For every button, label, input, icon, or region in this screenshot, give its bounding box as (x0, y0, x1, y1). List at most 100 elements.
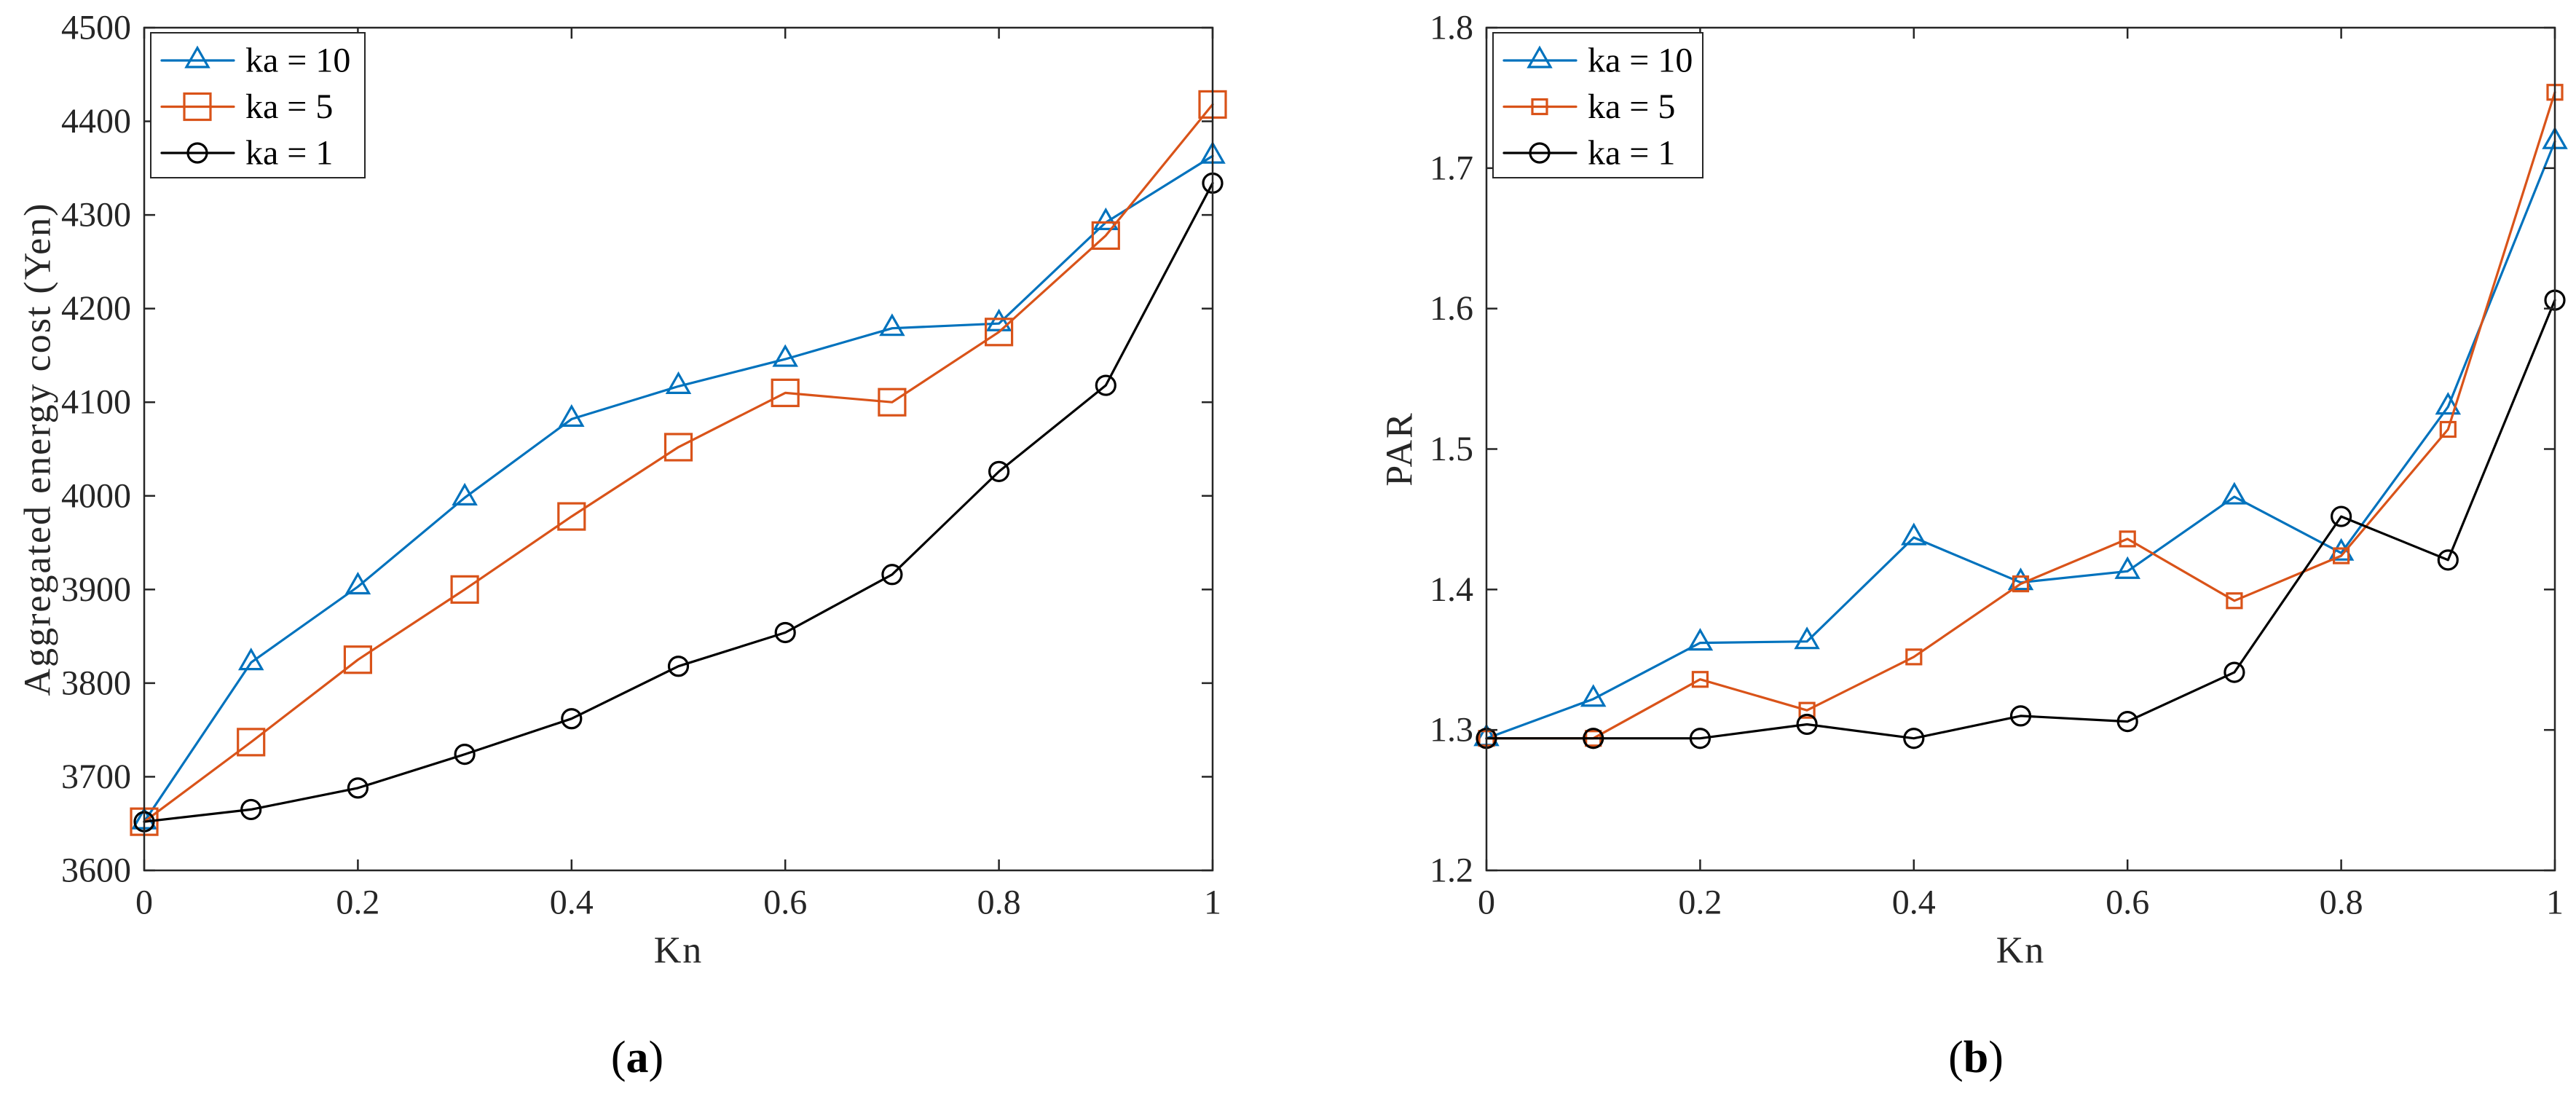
legend-item-ka-5: ka = 5 (1502, 87, 1675, 126)
y-axis-label: PAR (1379, 412, 1421, 486)
legend-label: ka = 10 (245, 42, 350, 80)
x-tick-label: 1 (2546, 884, 2564, 922)
data-point-ka-1 (881, 564, 903, 586)
data-point-ka-5 (2439, 420, 2457, 438)
legend-item-ka-1: ka = 1 (160, 134, 333, 173)
legend-item-ka-1: ka = 1 (1502, 134, 1675, 173)
panel-paren: ) (1988, 1033, 2004, 1082)
y-tick-label: 1.4 (1430, 570, 1473, 609)
chart-b-par: 0 0.2 0.4 0.6 0.8 1 1.2 1.3 1.4 1.5 1.6 1.7 1.8 Kn PAR… (1379, 9, 2568, 1082)
data-point-ka-5 (2333, 547, 2350, 564)
y-tick-label: 4300 (61, 196, 131, 235)
data-point-ka-10 (985, 308, 1012, 331)
data-point-ka-10 (2435, 392, 2462, 415)
y-tick-label: 1.5 (1430, 430, 1473, 468)
data-point-ka-1 (1095, 374, 1116, 396)
data-point-ka-10 (1687, 628, 1714, 651)
panel-label: (a) (611, 1033, 663, 1082)
y-tick-label: 3900 (61, 570, 131, 609)
legend-label: ka = 5 (1588, 87, 1675, 126)
x-tick-label: 0.8 (2320, 884, 2363, 922)
data-point-ka-5 (343, 645, 372, 674)
panel-paren: ) (649, 1033, 664, 1082)
x-tick-label: 0.4 (550, 884, 594, 922)
y-tick-label: 4400 (61, 102, 131, 141)
data-point-ka-10 (1901, 522, 1927, 546)
panel-letter: a (626, 1033, 649, 1082)
legend-label: ka = 1 (1588, 134, 1675, 173)
y-tick-label: 4500 (61, 9, 131, 47)
data-point-ka-1 (1903, 728, 1925, 749)
y-tick-label: 1.7 (1430, 149, 1473, 187)
legend-label: ka = 5 (245, 87, 333, 126)
data-point-ka-5 (237, 728, 266, 757)
legend-marker-square (183, 92, 212, 122)
y-tick-label: 4200 (61, 289, 131, 328)
x-tick-label: 0.6 (2106, 884, 2149, 922)
data-point-ka-1 (988, 460, 1010, 482)
data-point-ka-5 (771, 378, 800, 407)
data-point-ka-10 (772, 344, 798, 367)
x-tick-label: 0.2 (1678, 884, 1722, 922)
x-tick-label: 0.2 (336, 884, 379, 922)
data-point-ka-1 (561, 708, 583, 730)
data-point-ka-10 (237, 648, 264, 671)
data-point-ka-10 (1794, 626, 1820, 650)
data-point-ka-1 (240, 798, 262, 821)
legend: ka = 10 ka = 5 ka = 1 (150, 32, 366, 178)
data-point-ka-10 (879, 313, 905, 337)
x-tick-label: 0 (1478, 884, 1495, 922)
data-point-ka-5 (2012, 575, 2030, 593)
y-tick-label: 4100 (61, 383, 131, 422)
data-point-ka-1 (2116, 710, 2138, 733)
legend-label: ka = 10 (1588, 42, 1693, 80)
y-tick-label: 3800 (61, 664, 131, 702)
data-point-ka-1 (1583, 728, 1604, 749)
chart-a-energy-cost: 0 0.2 0.4 0.6 0.8 1 3600 3700 3800 3900 4000 4100 42… (17, 9, 1227, 1082)
legend-item-ka-10: ka = 10 (160, 42, 350, 80)
data-point-ka-10 (2221, 481, 2248, 505)
x-tick-label: 0 (135, 884, 153, 922)
data-point-ka-5 (1091, 221, 1120, 250)
data-point-ka-1 (347, 777, 369, 799)
series-line-ka-1 (143, 181, 1214, 823)
y-tick-label: 3600 (61, 851, 131, 890)
data-point-ka-5 (450, 575, 479, 604)
panel-paren: ( (1948, 1033, 1963, 1082)
panel-letter: b (1963, 1033, 1988, 1082)
data-point-ka-1 (1796, 713, 1818, 736)
legend-marker-circle (186, 142, 208, 164)
data-point-ka-1 (774, 621, 796, 644)
data-point-ka-5 (1905, 648, 1923, 666)
y-tick-label: 1.3 (1430, 711, 1473, 749)
data-point-ka-10 (665, 371, 692, 394)
y-tick-label: 1.6 (1430, 289, 1473, 328)
x-tick-label: 0.6 (763, 884, 807, 922)
y-tick-label: 1.2 (1430, 851, 1473, 890)
data-point-ka-5 (2119, 530, 2136, 548)
series-line-ka-10 (1485, 140, 2556, 740)
x-axis-label: Kn (654, 930, 704, 972)
data-point-ka-1 (1689, 728, 1711, 749)
data-point-ka-10 (1092, 207, 1119, 230)
y-tick-label: 1.8 (1430, 9, 1473, 47)
data-point-ka-10 (344, 572, 371, 595)
x-tick-label: 0.4 (1892, 884, 1936, 922)
data-point-ka-10 (2007, 567, 2034, 591)
data-point-ka-1 (2331, 505, 2352, 527)
x-axis-label: Kn (1996, 930, 2046, 972)
data-point-ka-5 (1691, 671, 1709, 688)
data-point-ka-5 (878, 387, 907, 417)
panel-paren: ( (611, 1033, 626, 1082)
data-point-ka-1 (2224, 661, 2245, 683)
data-point-ka-5 (984, 318, 1014, 347)
y-axis-label: Aggregated energy cost (Yen) (17, 202, 59, 696)
legend-item-ka-5: ka = 5 (160, 87, 333, 126)
data-point-ka-1 (667, 656, 690, 677)
legend-marker-square (1531, 98, 1548, 116)
legend-item-ka-10: ka = 10 (1502, 42, 1693, 80)
data-point-ka-1 (454, 743, 476, 766)
data-point-ka-10 (2114, 556, 2140, 579)
data-point-ka-1 (2009, 705, 2032, 727)
